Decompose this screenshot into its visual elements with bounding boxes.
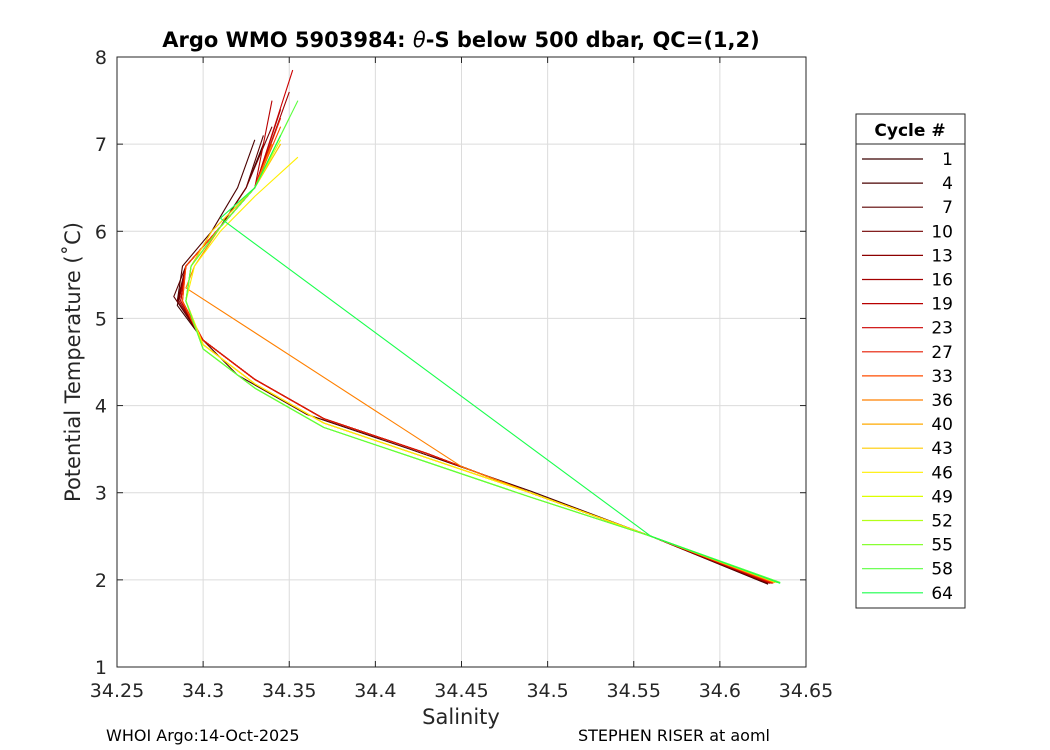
legend-label-cycle-23: 23	[931, 319, 953, 339]
legend-label-cycle-36: 36	[931, 391, 953, 411]
legend-box	[855, 113, 966, 609]
legend-label-cycle-13: 13	[931, 246, 953, 266]
series-line-cycle-64	[219, 135, 781, 584]
y-axis-ticks: 1 2 3 4 5 6 7 8	[95, 47, 806, 679]
x-tick-label: 34.4	[354, 680, 396, 702]
y-tick-label: 4	[95, 396, 107, 418]
x-axis-label: Salinity	[422, 705, 500, 729]
legend-label-cycle-10: 10	[931, 222, 953, 242]
legend: Cycle # 1 4 7 10 13 16 19 23 27 33 36 40 43 46 49 52 55 5…	[855, 113, 966, 609]
legend-items: 1 4 7 10 13 16 19 23 27 33 36 40 43 46 49 52 55 58 64	[862, 150, 953, 604]
y-tick-label: 6	[95, 221, 107, 243]
legend-label-cycle-46: 46	[931, 463, 953, 483]
legend-label-cycle-7: 7	[942, 198, 953, 218]
x-tick-label: 34.6	[699, 680, 741, 702]
legend-label-cycle-49: 49	[931, 487, 953, 507]
legend-label-cycle-52: 52	[931, 512, 953, 532]
x-tick-label: 34.35	[262, 680, 316, 702]
x-axis-ticks: 34.25 34.3 34.35 34.4 34.45 34.5 34.55 34.6 34.6…	[90, 57, 833, 702]
series-line-cycle-46	[185, 156, 777, 584]
legend-label-cycle-40: 40	[931, 415, 953, 435]
legend-label-cycle-19: 19	[931, 295, 953, 315]
x-tick-label: 34.25	[90, 680, 144, 702]
y-tick-label: 1	[95, 657, 107, 679]
footer-right: STEPHEN RISER at aoml	[578, 726, 770, 745]
legend-label-cycle-27: 27	[931, 343, 953, 363]
legend-label-cycle-33: 33	[931, 367, 953, 387]
x-tick-label: 34.65	[779, 680, 833, 702]
x-tick-label: 34.3	[182, 680, 224, 702]
chart-title: Argo WMO 5903984: θ-S below 500 dbar, QC…	[162, 28, 759, 52]
y-tick-label: 2	[95, 570, 107, 592]
legend-label-cycle-1: 1	[942, 150, 953, 170]
footer-left: WHOI Argo:14-Oct-2025	[106, 726, 300, 745]
x-tick-label: 34.45	[434, 680, 488, 702]
legend-label-cycle-58: 58	[931, 560, 953, 580]
legend-label-cycle-4: 4	[942, 174, 953, 194]
y-tick-label: 5	[95, 308, 107, 330]
x-tick-label: 34.55	[607, 680, 661, 702]
legend-label-cycle-16: 16	[931, 271, 953, 291]
series-line-cycle-58	[185, 100, 781, 584]
legend-label-cycle-64: 64	[931, 584, 953, 604]
legend-label-cycle-55: 55	[931, 536, 953, 556]
x-tick-label: 34.5	[526, 680, 568, 702]
legend-label-cycle-43: 43	[931, 439, 953, 459]
y-tick-label: 3	[95, 483, 107, 505]
series-lines	[173, 69, 781, 585]
y-axis-label: Potential Temperature (˚C)	[61, 222, 85, 502]
y-tick-label: 8	[95, 47, 107, 69]
legend-title: Cycle #	[874, 121, 945, 141]
y-tick-label: 7	[95, 134, 107, 156]
